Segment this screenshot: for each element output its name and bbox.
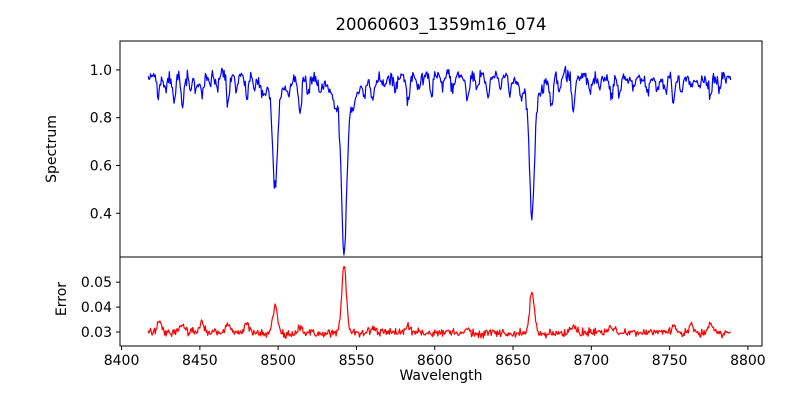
y-tick-label: 0.03 [81, 325, 112, 341]
y-tick-label: 0.05 [81, 275, 112, 291]
y-axis-label-error: Error [54, 282, 70, 316]
x-tick-label: 8450 [182, 353, 218, 369]
error-line [147, 265, 731, 339]
y-tick-label: 0.4 [90, 206, 112, 222]
y-tick-label: 0.04 [81, 300, 112, 316]
spectrum-panel: 0.4 0.6 0.8 1.0 [90, 40, 763, 258]
spectrum-panel-frame [119, 40, 763, 258]
y-axis-label-spectrum: Spectrum [44, 115, 60, 183]
x-axis-label: Wavelength [399, 368, 482, 384]
plot-title: 20060603_1359m16_074 [335, 15, 546, 35]
x-tick-label: 8700 [574, 353, 610, 369]
error-panel-frame [119, 256, 763, 347]
generated-plot-elements: 0.4 0.6 0.8 1.0 0.03 0.04 0.05 8400 8450 8500 8550… [81, 40, 766, 369]
y-tick-label: 0.8 [90, 111, 112, 127]
y-tick-label: 0.6 [90, 158, 112, 174]
y-tick-label: 1.0 [90, 63, 112, 79]
error-panel: 0.03 0.04 0.05 [81, 256, 763, 347]
x-tick-label: 8650 [495, 353, 531, 369]
x-tick-label: 8750 [652, 353, 688, 369]
x-tick-label: 8550 [339, 353, 375, 369]
x-tick-label: 8500 [260, 353, 296, 369]
spectrum-line [147, 65, 732, 256]
x-tick-label: 8800 [730, 353, 766, 369]
x-tick-label: 8600 [417, 353, 453, 369]
x-tick-label: 8400 [104, 353, 140, 369]
